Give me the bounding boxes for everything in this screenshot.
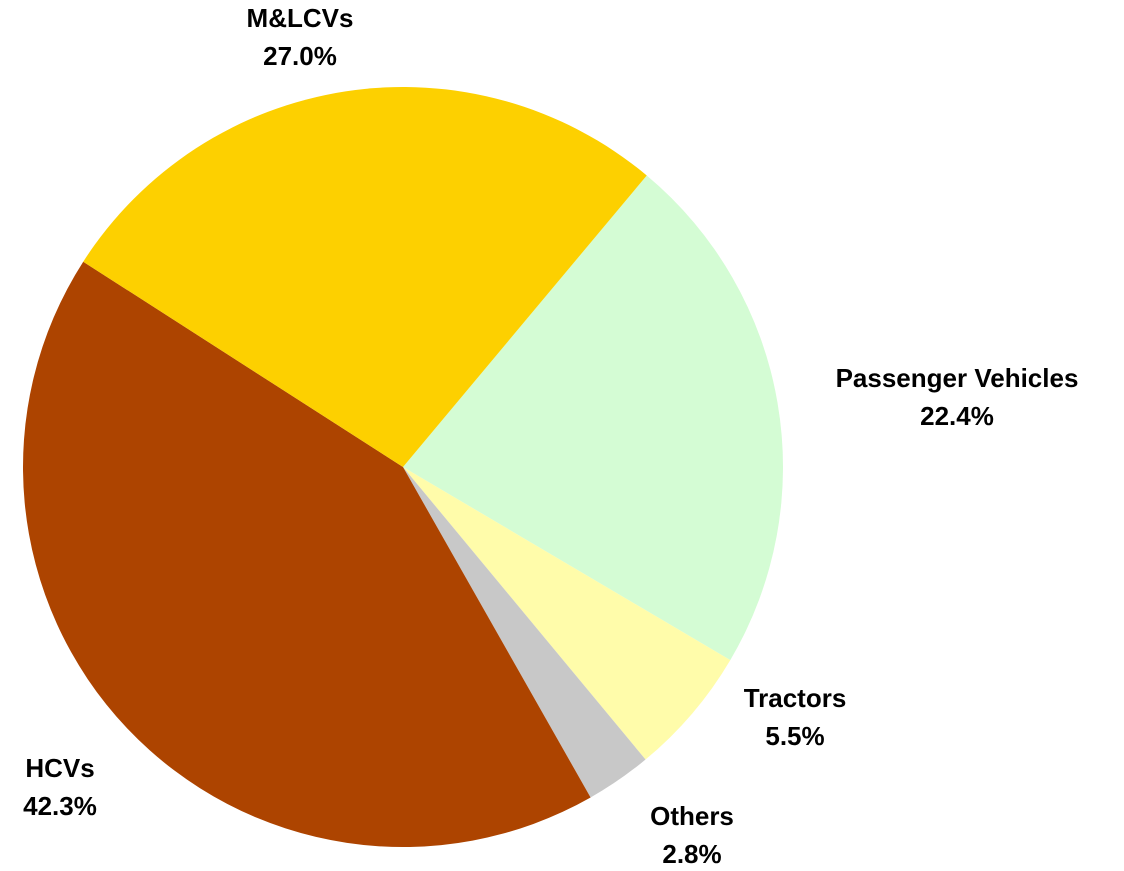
pie-slice bbox=[403, 467, 731, 760]
slice-value-label: 5.5% bbox=[765, 721, 824, 751]
slice-label: Others bbox=[650, 801, 734, 831]
slice-value-label: 22.4% bbox=[920, 401, 994, 431]
pie-slice bbox=[403, 467, 646, 798]
slice-label: Passenger Vehicles bbox=[836, 363, 1079, 393]
pie-slice bbox=[83, 86, 647, 468]
slice-label: Tractors bbox=[744, 683, 847, 713]
pie-slice bbox=[23, 261, 591, 848]
slice-value-label: 42.3% bbox=[23, 791, 97, 821]
slice-value-label: 27.0% bbox=[263, 41, 337, 71]
slice-label: M&LCVs bbox=[247, 3, 354, 33]
slice-value-label: 2.8% bbox=[662, 839, 721, 869]
pie-slice bbox=[403, 175, 783, 661]
slice-label: HCVs bbox=[25, 753, 94, 783]
